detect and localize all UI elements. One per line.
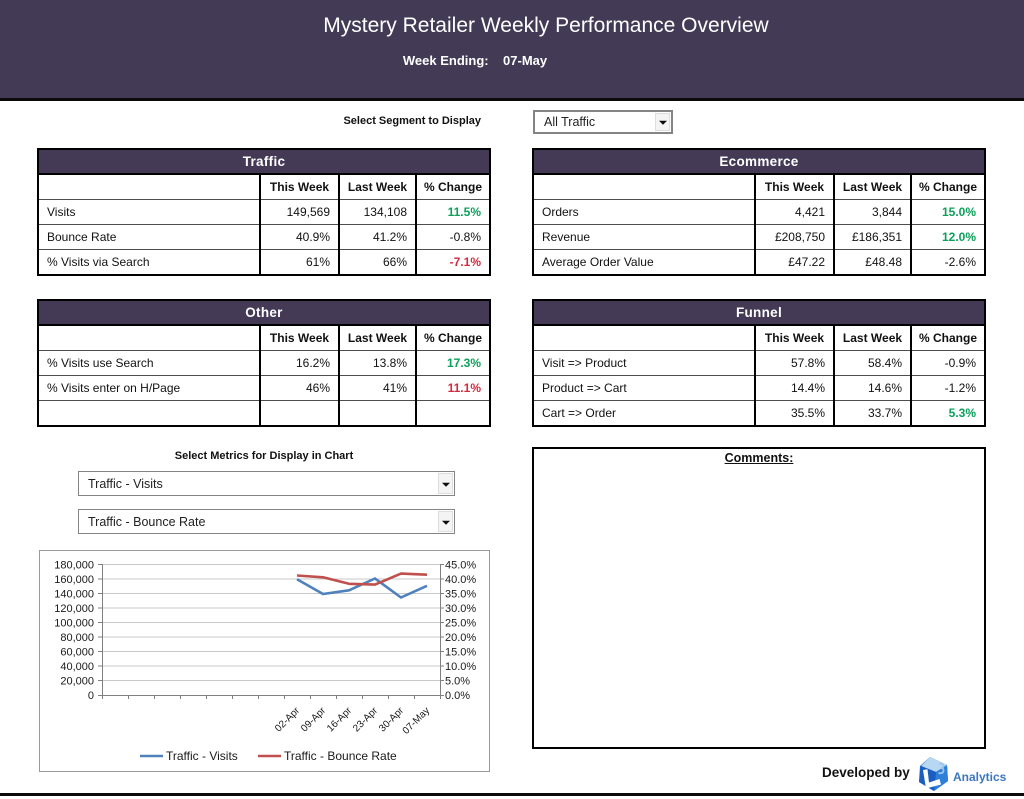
svg-text:15.0%: 15.0%: [445, 647, 476, 659]
svg-text:25.0%: 25.0%: [445, 618, 476, 630]
svg-text:80,000: 80,000: [60, 632, 94, 644]
svg-text:0.0%: 0.0%: [445, 690, 470, 702]
svg-text:5.0%: 5.0%: [445, 676, 470, 688]
svg-text:120,000: 120,000: [54, 603, 94, 615]
svg-text:100,000: 100,000: [54, 618, 94, 630]
svg-text:07-May: 07-May: [401, 705, 432, 736]
svg-text:0: 0: [88, 690, 94, 702]
svg-text:23-Apr: 23-Apr: [351, 705, 380, 734]
svg-text:10.0%: 10.0%: [445, 661, 476, 673]
svg-text:Traffic - Visits: Traffic - Visits: [166, 749, 238, 763]
svg-text:160,000: 160,000: [54, 574, 94, 586]
svg-text:35.0%: 35.0%: [445, 589, 476, 601]
svg-text:Traffic - Bounce Rate: Traffic - Bounce Rate: [284, 749, 397, 763]
svg-text:16-Apr: 16-Apr: [325, 705, 354, 734]
svg-text:40.0%: 40.0%: [445, 574, 476, 586]
svg-text:20.0%: 20.0%: [445, 632, 476, 644]
svg-text:02-Apr: 02-Apr: [273, 705, 302, 734]
svg-text:30.0%: 30.0%: [445, 603, 476, 615]
svg-text:45.0%: 45.0%: [445, 560, 476, 572]
svg-text:140,000: 140,000: [54, 589, 94, 601]
svg-text:180,000: 180,000: [54, 560, 94, 572]
svg-text:60,000: 60,000: [60, 647, 94, 659]
svg-text:09-Apr: 09-Apr: [299, 705, 328, 734]
svg-text:20,000: 20,000: [60, 676, 94, 688]
svg-text:40,000: 40,000: [60, 661, 94, 673]
